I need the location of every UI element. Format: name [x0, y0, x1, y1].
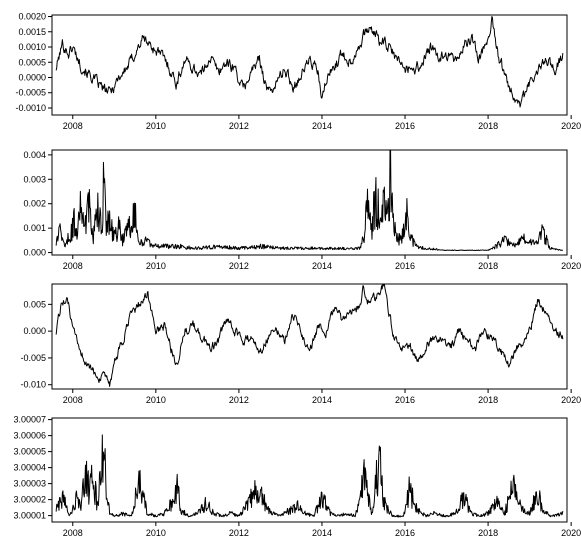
chart-panel-1: 2008 2010 2012 2014 2016 2018 2020 -0.0010 -0.00… [15, 12, 581, 131]
y-tick-label: 3.00004 [13, 463, 46, 473]
x-tick-label: 2008 [63, 261, 83, 271]
series-line [55, 149, 564, 252]
y-tick-label: 3.00005 [13, 447, 46, 457]
x-tick-label: 2016 [395, 261, 415, 271]
x-tick-label: 2018 [478, 528, 498, 538]
y-tick-label: 0.0005 [18, 57, 46, 67]
y-tick-label: 3.00002 [13, 495, 46, 505]
x-tick-label: 2014 [312, 261, 332, 271]
series-line [55, 16, 564, 108]
x-tick-label: 2018 [478, 121, 498, 131]
x-tick-label: 2008 [63, 395, 83, 405]
y-tick-label: 0.003 [23, 174, 46, 184]
series-line [55, 283, 564, 387]
x-tick-label: 2018 [478, 261, 498, 271]
x-tick-label: 2016 [395, 121, 415, 131]
series-line [55, 434, 564, 518]
x-tick-label: 2010 [146, 121, 166, 131]
x-tick-label: 2010 [146, 261, 166, 271]
y-tick-label: 0.000 [23, 326, 46, 336]
y-tick-label: 0.0010 [18, 42, 46, 52]
y-tick-label: 0.001 [23, 223, 46, 233]
y-tick-label: 3.00006 [13, 431, 46, 441]
y-tick-label: -0.005 [20, 353, 46, 363]
y-tick-label: 0.005 [23, 299, 46, 309]
x-tick-label: 2020 [561, 121, 581, 131]
x-tick-label: 2014 [312, 528, 332, 538]
plot-frame [51, 149, 568, 256]
plot-frame [51, 283, 568, 390]
plot-frame [51, 417, 568, 523]
x-tick-label: 2018 [478, 395, 498, 405]
x-tick-label: 2016 [395, 395, 415, 405]
chart-panel-3: 2008 2010 2012 2014 2016 2018 2020 -0.010 -0.005… [20, 283, 581, 405]
x-tick-label: 2010 [146, 395, 166, 405]
y-tick-label: 3.00007 [13, 415, 46, 425]
y-tick-label: 0.002 [23, 199, 46, 209]
x-tick-label: 2020 [561, 261, 581, 271]
y-tick-label: 0.004 [23, 150, 46, 160]
y-tick-label: 0.0020 [18, 12, 46, 22]
x-tick-label: 2020 [561, 395, 581, 405]
x-tick-label: 2008 [63, 121, 83, 131]
y-tick-label: 3.00003 [13, 479, 46, 489]
y-tick-label: 0.0015 [18, 27, 46, 37]
y-tick-label: 0.0000 [18, 73, 46, 83]
x-tick-label: 2012 [229, 395, 249, 405]
x-tick-label: 2012 [229, 121, 249, 131]
x-tick-label: 2008 [63, 528, 83, 538]
x-tick-label: 2010 [146, 528, 166, 538]
y-tick-label: 0.000 [23, 248, 46, 258]
x-tick-label: 2020 [561, 528, 581, 538]
x-tick-label: 2012 [229, 528, 249, 538]
y-tick-label: -0.0010 [15, 103, 46, 113]
chart-panel-2: 2008 2010 2012 2014 2016 2018 2020 0.000 0.001 0.… [23, 149, 581, 271]
chart-panel-4: 2008 2010 2012 2014 2016 2018 2020 3.00001 3.000… [13, 415, 581, 538]
x-tick-label: 2014 [312, 395, 332, 405]
plot-frame [51, 14, 568, 116]
x-tick-label: 2016 [395, 528, 415, 538]
y-tick-label: -0.010 [20, 380, 46, 390]
x-tick-label: 2012 [229, 261, 249, 271]
x-tick-label: 2014 [312, 121, 332, 131]
y-tick-label: -0.0005 [15, 88, 46, 98]
y-tick-label: 3.00001 [13, 511, 46, 521]
